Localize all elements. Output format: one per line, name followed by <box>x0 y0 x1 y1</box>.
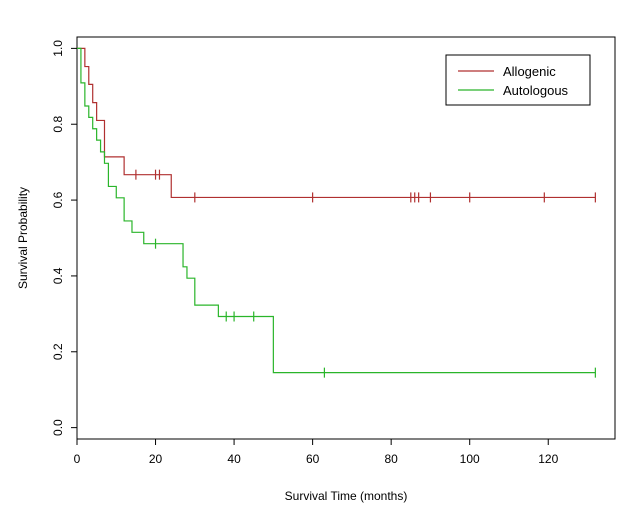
plot-frame <box>76 36 616 440</box>
y-tick-label: 0.2 <box>51 343 65 360</box>
y-tick-label: 0.8 <box>51 116 65 133</box>
y-axis: 0.0 0.2 0.4 0.6 0.8 1.0 <box>51 40 77 436</box>
x-tick-label: 120 <box>538 452 558 466</box>
legend: Allogenic Autologous <box>445 54 591 106</box>
x-axis: 0 20 40 60 80 100 120 <box>74 439 559 466</box>
series-line-autologous <box>77 47 596 374</box>
x-tick-label: 80 <box>384 452 398 466</box>
y-tick-label: 0.6 <box>51 191 65 208</box>
y-axis-label: Survival Probability <box>16 187 30 289</box>
x-tick-label: 60 <box>306 452 320 466</box>
y-tick-label: 0.0 <box>51 419 65 436</box>
legend-label-autologous: Autologous <box>503 83 569 98</box>
series-line-allogenic <box>77 47 596 199</box>
x-axis-label: Survival Time (months) <box>285 489 408 503</box>
y-tick-label: 0.4 <box>51 267 65 284</box>
y-tick-label: 1.0 <box>51 40 65 57</box>
legend-label-allogenic: Allogenic <box>503 64 556 79</box>
x-tick-label: 20 <box>149 452 163 466</box>
x-tick-label: 40 <box>227 452 241 466</box>
x-tick-label: 100 <box>460 452 480 466</box>
survival-curves <box>77 47 596 378</box>
x-tick-label: 0 <box>74 452 81 466</box>
legend-box <box>445 54 591 106</box>
